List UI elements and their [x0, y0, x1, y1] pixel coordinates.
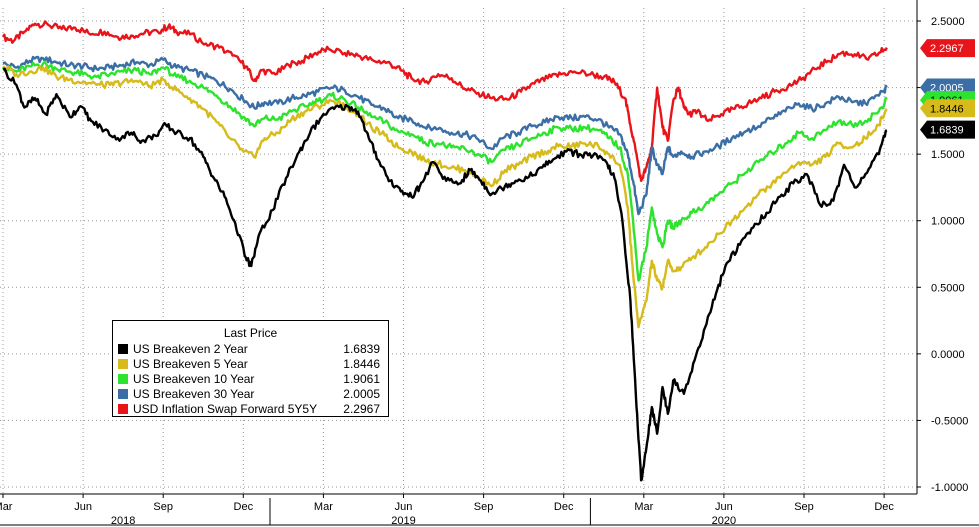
series-line — [3, 62, 887, 281]
legend-swatch-5y5y — [118, 404, 128, 414]
x-year-label: 2018 — [111, 515, 135, 527]
legend-swatch-5y — [118, 359, 128, 369]
x-tick-label: Jun — [715, 501, 733, 513]
legend-label-10y: US Breakeven 10 Year — [133, 372, 343, 386]
y-tick-label: 2.5000 — [931, 16, 965, 28]
x-tick-label: Jun — [395, 501, 413, 513]
y-tick-label: -1.0000 — [931, 482, 968, 494]
x-tick-label: Sep — [474, 501, 494, 513]
legend-swatch-10y — [118, 374, 128, 384]
legend-entry-5y5y: USD Inflation Swap Forward 5Y5Y 2.2967 — [113, 401, 388, 416]
y-tick-label: -0.5000 — [931, 415, 968, 427]
legend-value-30y: 2.0005 — [343, 387, 380, 401]
x-tick-label: Mar — [314, 501, 333, 513]
x-tick-label: Sep — [794, 501, 814, 513]
badge-value: 2.2967 — [930, 43, 964, 55]
legend-swatch-30y — [118, 389, 128, 399]
legend-label-5y: US Breakeven 5 Year — [133, 357, 343, 371]
series-line — [3, 66, 887, 327]
legend-entry-2y: US Breakeven 2 Year 1.6839 — [113, 341, 388, 356]
legend-entry-5y: US Breakeven 5 Year 1.8446 — [113, 356, 388, 371]
x-year-label: 2020 — [712, 515, 736, 527]
legend: Last Price US Breakeven 2 Year 1.6839 US… — [112, 320, 389, 417]
x-tick-label: Dec — [554, 501, 574, 513]
legend-value-5y: 1.8446 — [343, 357, 380, 371]
legend-label-5y5y: USD Inflation Swap Forward 5Y5Y — [133, 402, 343, 416]
legend-label-2y: US Breakeven 2 Year — [133, 342, 343, 356]
y-tick-label: 0.5000 — [931, 282, 965, 294]
y-tick-label: 0.0000 — [931, 349, 965, 361]
legend-label-30y: US Breakeven 30 Year — [133, 387, 343, 401]
x-tick-label: Jun — [74, 501, 92, 513]
x-tick-label: Mar — [634, 501, 653, 513]
x-axis-tick-labels: Mar Jun Sep Dec Mar Jun Sep Dec Mar Jun Sep Dec 2018… — [0, 501, 894, 527]
legend-entry-10y: US Breakeven 10 Year 1.9061 — [113, 371, 388, 386]
y-tick-label: 1.0000 — [931, 216, 965, 228]
last-value-badge: 1.6839 — [920, 121, 975, 139]
x-tick-label: Mar — [0, 501, 13, 513]
y-tick-label: 1.5000 — [931, 149, 965, 161]
badge-value: 1.8446 — [930, 103, 964, 115]
x-tick-label: Dec — [874, 501, 894, 513]
legend-swatch-2y — [118, 344, 128, 354]
legend-entry-30y: US Breakeven 30 Year 2.0005 — [113, 386, 388, 401]
x-tick-label: Sep — [153, 501, 173, 513]
legend-title: Last Price — [113, 321, 388, 341]
badge-value: 1.6839 — [930, 125, 964, 137]
last-value-badge: 1.8446 — [920, 99, 975, 117]
x-year-label: 2019 — [391, 515, 415, 527]
legend-value-10y: 1.9061 — [343, 372, 380, 386]
series-line — [3, 21, 887, 180]
x-tick-label: Dec — [234, 501, 254, 513]
legend-value-2y: 1.6839 — [343, 342, 380, 356]
legend-value-5y5y: 2.2967 — [343, 402, 380, 416]
last-value-badge: 2.2967 — [920, 39, 975, 57]
